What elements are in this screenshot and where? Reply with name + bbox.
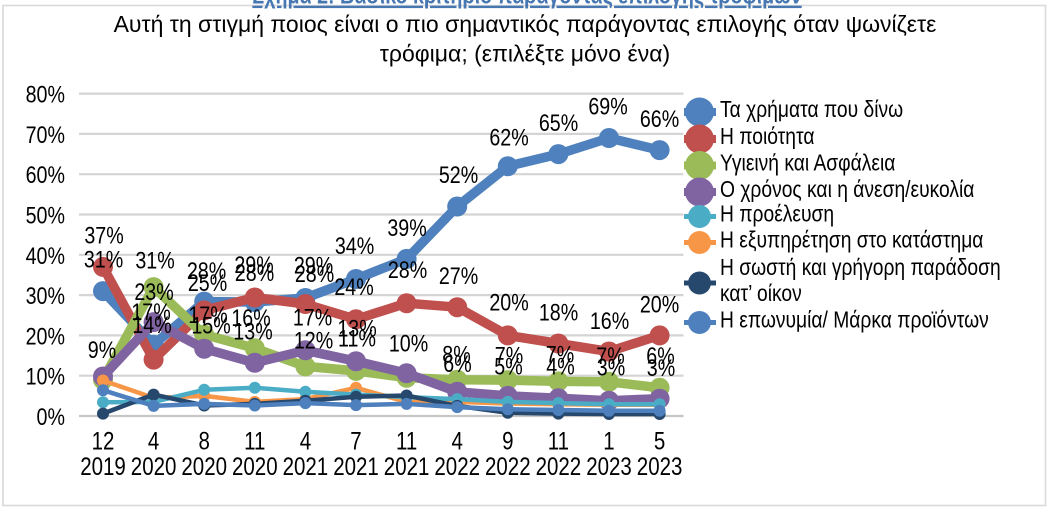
- svg-text:κατ’ οίκον: κατ’ οίκον: [720, 280, 802, 306]
- svg-text:Η σωστή και γρήγορη παράδοση: Η σωστή και γρήγορη παράδοση: [720, 254, 1001, 280]
- svg-text:16%: 16%: [231, 304, 270, 331]
- svg-text:2020: 2020: [232, 452, 278, 480]
- svg-text:Η επωνυμία/ Μάρκα προϊόντων: Η επωνυμία/ Μάρκα προϊόντων: [720, 307, 989, 333]
- svg-text:13%: 13%: [233, 318, 272, 345]
- svg-text:9%: 9%: [88, 336, 116, 363]
- svg-text:34%: 34%: [335, 232, 374, 259]
- svg-text:69%: 69%: [588, 93, 627, 120]
- svg-text:2023: 2023: [637, 452, 683, 480]
- svg-text:17%: 17%: [188, 301, 227, 328]
- svg-text:8: 8: [198, 427, 209, 455]
- svg-text:17%: 17%: [293, 304, 332, 331]
- svg-text:40%: 40%: [26, 242, 65, 269]
- svg-text:4%: 4%: [546, 353, 574, 380]
- svg-text:65%: 65%: [539, 109, 578, 136]
- svg-text:70%: 70%: [26, 121, 65, 148]
- svg-text:11%: 11%: [338, 325, 376, 352]
- svg-text:29%: 29%: [234, 251, 273, 278]
- svg-text:28%: 28%: [235, 259, 274, 286]
- svg-text:13%: 13%: [337, 315, 376, 342]
- svg-text:31%: 31%: [135, 247, 174, 274]
- svg-text:3%: 3%: [647, 354, 675, 381]
- svg-text:Υγιεινή και Ασφάλεια: Υγιεινή και Ασφάλεια: [720, 150, 895, 176]
- svg-text:2021: 2021: [333, 452, 379, 480]
- svg-text:15%: 15%: [191, 312, 230, 339]
- svg-text:2022: 2022: [536, 452, 582, 480]
- svg-text:10%: 10%: [26, 363, 65, 390]
- svg-text:11: 11: [548, 427, 569, 455]
- svg-text:Ο χρόνος και η άνεση/ευκολία: Ο χρόνος και η άνεση/ευκολία: [720, 176, 974, 202]
- svg-text:4: 4: [451, 427, 463, 455]
- svg-text:29%: 29%: [294, 252, 333, 279]
- svg-text:Σχήμα 2: Βασικό κριτήριο παράγ: Σχήμα 2: Βασικό κριτήριο παράγοντας επιλ…: [252, 0, 801, 9]
- svg-text:12%: 12%: [294, 327, 333, 354]
- svg-text:31%: 31%: [84, 246, 123, 273]
- svg-text:28%: 28%: [295, 260, 334, 287]
- svg-text:Αυτή τη στιγμή ποιος είναι ο π: Αυτή τη στιγμή ποιος είναι ο πιο σημαντι…: [114, 11, 937, 37]
- svg-text:28%: 28%: [187, 257, 226, 284]
- svg-text:9: 9: [502, 427, 513, 455]
- svg-text:23%: 23%: [134, 278, 173, 305]
- svg-text:27%: 27%: [439, 262, 478, 289]
- svg-text:20%: 20%: [489, 289, 528, 316]
- svg-text:52%: 52%: [439, 161, 478, 188]
- svg-text:2023: 2023: [586, 452, 632, 480]
- svg-text:2021: 2021: [283, 452, 329, 480]
- svg-text:17%: 17%: [131, 298, 170, 325]
- svg-text:7%: 7%: [596, 342, 624, 369]
- svg-text:3%: 3%: [597, 354, 625, 381]
- svg-text:60%: 60%: [26, 161, 65, 188]
- svg-text:2020: 2020: [181, 452, 227, 480]
- svg-text:5%: 5%: [494, 353, 522, 380]
- svg-text:Η προέλευση: Η προέλευση: [720, 201, 834, 227]
- svg-text:25%: 25%: [188, 269, 227, 296]
- svg-text:7%: 7%: [546, 341, 574, 368]
- svg-text:1: 1: [603, 427, 614, 455]
- svg-text:10%: 10%: [389, 330, 428, 357]
- svg-text:11: 11: [244, 427, 265, 455]
- svg-text:39%: 39%: [387, 214, 426, 241]
- svg-text:τρόφιμα; (επιλέξτε μόνο ένα): τρόφιμα; (επιλέξτε μόνο ένα): [380, 41, 670, 67]
- svg-text:62%: 62%: [489, 124, 528, 151]
- svg-text:2022: 2022: [485, 452, 531, 480]
- svg-text:80%: 80%: [26, 81, 65, 108]
- svg-text:6%: 6%: [646, 342, 674, 369]
- svg-text:20%: 20%: [640, 291, 679, 318]
- svg-text:11: 11: [396, 427, 417, 455]
- svg-text:20%: 20%: [26, 323, 65, 350]
- svg-text:24%: 24%: [334, 273, 373, 300]
- svg-text:4: 4: [148, 427, 160, 455]
- svg-text:0%: 0%: [37, 403, 65, 430]
- svg-text:14%: 14%: [132, 311, 171, 338]
- svg-text:12: 12: [92, 427, 115, 455]
- svg-text:6%: 6%: [443, 350, 471, 377]
- svg-text:5: 5: [654, 427, 665, 455]
- svg-text:28%: 28%: [388, 256, 427, 283]
- svg-text:Τα χρήματα που δίνω: Τα χρήματα που δίνω: [720, 96, 903, 122]
- svg-text:2022: 2022: [434, 452, 480, 480]
- svg-text:Η εξυπηρέτηση στο κατάστημα: Η εξυπηρέτηση στο κατάστημα: [720, 227, 983, 253]
- svg-text:2020: 2020: [131, 452, 177, 480]
- svg-text:7: 7: [350, 427, 361, 455]
- svg-text:7%: 7%: [495, 342, 523, 369]
- svg-text:16%: 16%: [590, 307, 629, 334]
- svg-text:2019: 2019: [80, 452, 126, 480]
- svg-text:Η ποιότητα: Η ποιότητα: [720, 123, 814, 149]
- svg-text:4: 4: [300, 427, 312, 455]
- svg-text:8%: 8%: [442, 341, 470, 368]
- svg-text:30%: 30%: [26, 282, 65, 309]
- svg-text:18%: 18%: [539, 299, 578, 326]
- svg-text:50%: 50%: [26, 202, 65, 229]
- svg-text:37%: 37%: [84, 222, 123, 249]
- svg-text:2021: 2021: [384, 452, 430, 480]
- svg-text:66%: 66%: [640, 105, 679, 132]
